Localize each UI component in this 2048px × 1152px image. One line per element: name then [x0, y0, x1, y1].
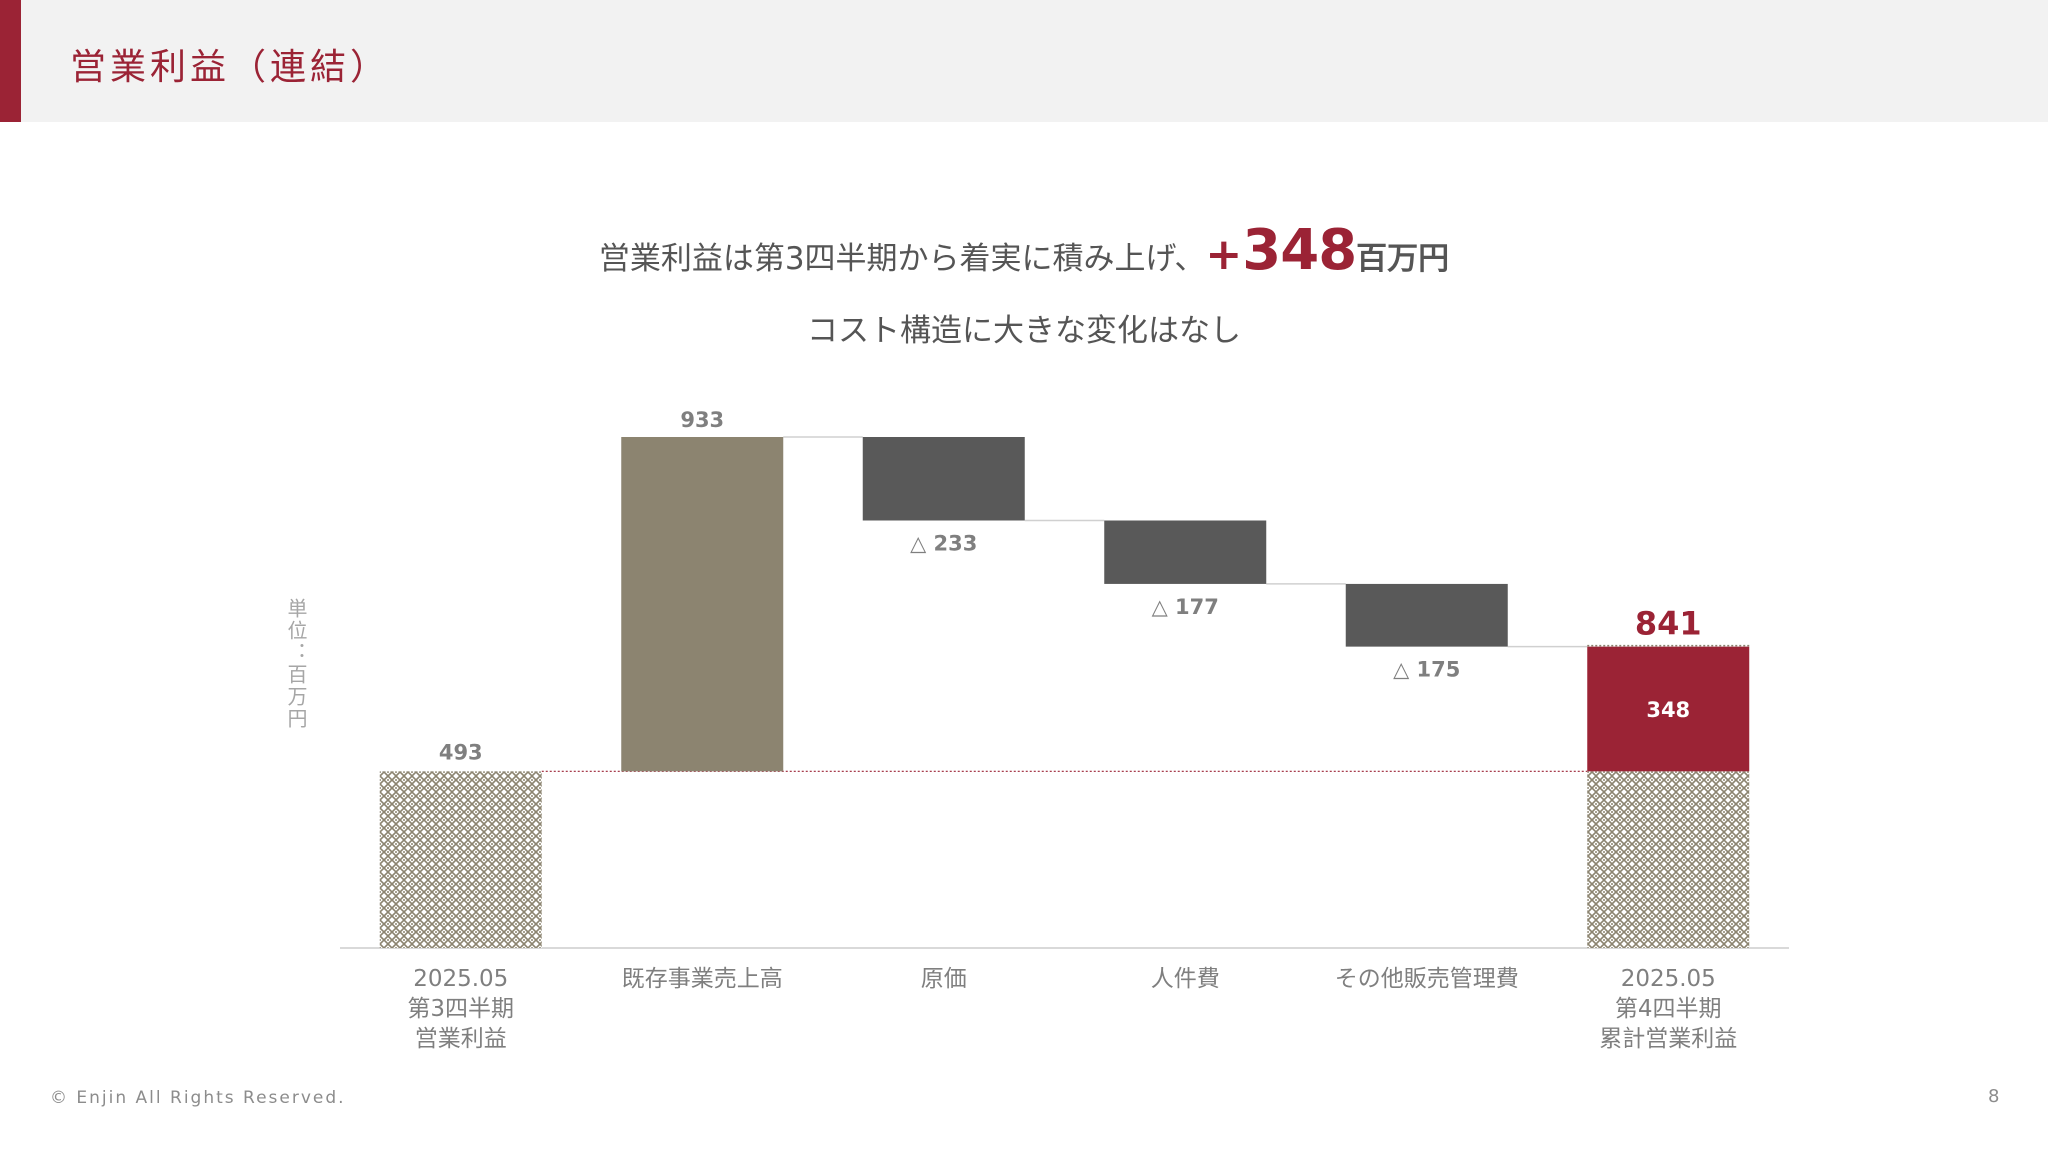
bar-base	[379, 771, 542, 948]
headline-text: 営業利益は第3四半期から着実に積み上げ、	[598, 241, 1206, 277]
subline: コスト構造に大きな変化はなし	[807, 313, 1241, 349]
category-label: 2025.05	[413, 966, 508, 992]
category-label: その他販売管理費	[1335, 966, 1519, 992]
category-label: 既存事業売上高	[622, 966, 783, 992]
category-label: 第4四半期	[1615, 996, 1722, 1022]
category-label: 原価	[921, 966, 967, 992]
headline: 営業利益は第3四半期から着実に積み上げ、+348百万円	[0, 218, 2048, 283]
bar-decrease	[862, 437, 1025, 521]
category-label: 2025.05	[1621, 966, 1716, 992]
header-accent-stripe	[0, 0, 21, 122]
data-label: △ 233	[910, 531, 977, 555]
data-label: △ 177	[1152, 595, 1219, 619]
data-label-total: 841	[1635, 605, 1702, 643]
data-label: 493	[439, 740, 483, 764]
data-label: 933	[680, 408, 724, 432]
category-label: 営業利益	[415, 1026, 507, 1052]
category-label: 累計営業利益	[1599, 1026, 1737, 1052]
headline-number: 348	[1242, 218, 1357, 283]
bar-decrease	[1104, 520, 1267, 584]
headline-plus: +	[1205, 229, 1243, 280]
unit-label: 単位：百万円	[284, 598, 308, 730]
page-number: 8	[1988, 1086, 2000, 1107]
footer-copyright: © Enjin All Rights Reserved.	[50, 1088, 346, 1108]
bar-total-added	[1587, 646, 1750, 772]
category-label: 第3四半期	[407, 996, 514, 1022]
category-label: 人件費	[1151, 966, 1220, 992]
page-title: 営業利益（連結）	[70, 47, 391, 88]
data-label: △ 175	[1393, 658, 1460, 682]
header-bar	[0, 0, 2048, 122]
bar-total-base	[1587, 771, 1750, 948]
bar-decrease	[1345, 583, 1508, 647]
data-label-inner: 348	[1646, 698, 1690, 722]
headline-unit: 百万円	[1356, 241, 1450, 277]
bar-increase	[621, 437, 784, 772]
